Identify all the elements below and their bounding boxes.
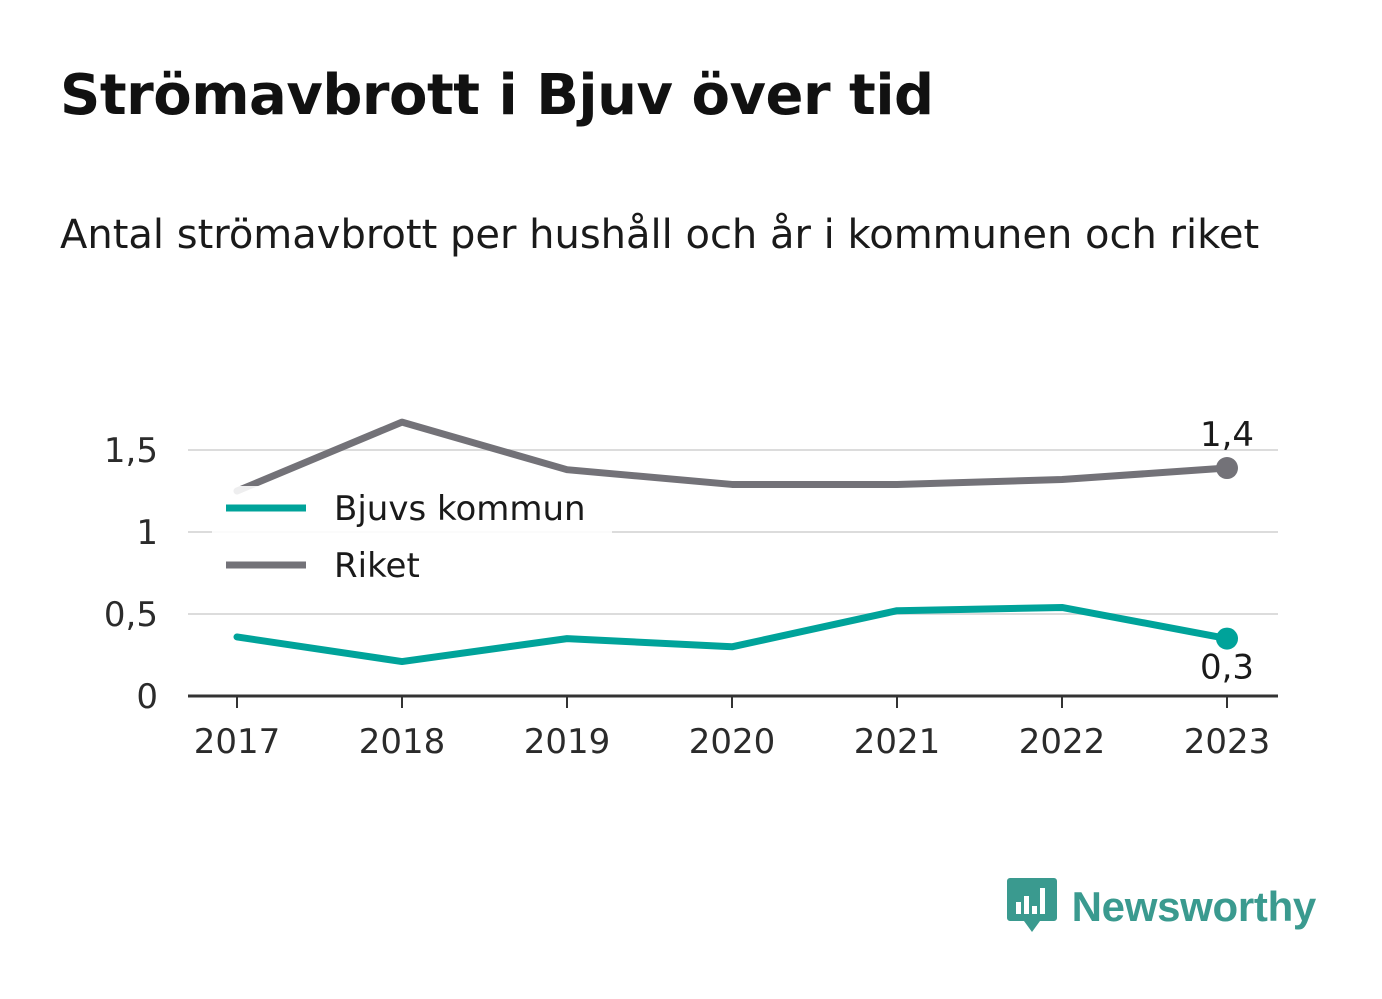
x-tick-label: 2021 [854,722,941,762]
series-line [233,603,1231,666]
newsworthy-brand: Newsworthy [1006,876,1316,938]
x-tick-label: 2017 [194,722,281,762]
series-line [233,418,1231,495]
x-tick-label: 2018 [359,722,446,762]
legend-background [212,486,612,586]
data-point [1216,627,1238,650]
x-tick-label: 2020 [689,722,776,762]
y-tick-label: 1 [136,513,158,553]
x-tick-label: 2022 [1019,722,1106,762]
brand-name: Newsworthy [1071,883,1317,930]
legend-label: Bjuvs kommun [334,489,586,529]
chart-title: Strömavbrott i Bjuv över tid [60,63,934,128]
x-tick-label: 2019 [524,722,611,762]
x-axis: 2017 2018 2019 2020 2021 2022 2023 [188,694,1278,762]
end-value-label: 0,3 [1200,648,1254,688]
data-labels: 1,4 0,3 [1200,415,1254,688]
legend-label: Riket [334,546,420,586]
y-tick-label: 0 [136,677,158,717]
legend: Bjuvs kommun Riket [212,486,612,586]
y-tick-label: 0,5 [104,595,158,635]
end-value-label: 1,4 [1200,415,1254,455]
y-tick-label: 1,5 [104,431,158,471]
data-point [1216,457,1238,480]
x-tick-label: 2023 [1184,722,1271,762]
chart-subtitle: Antal strömavbrott per hushåll och år i … [60,212,1260,258]
series-lines [233,418,1238,666]
newsworthy-logo-icon [1006,876,1058,938]
